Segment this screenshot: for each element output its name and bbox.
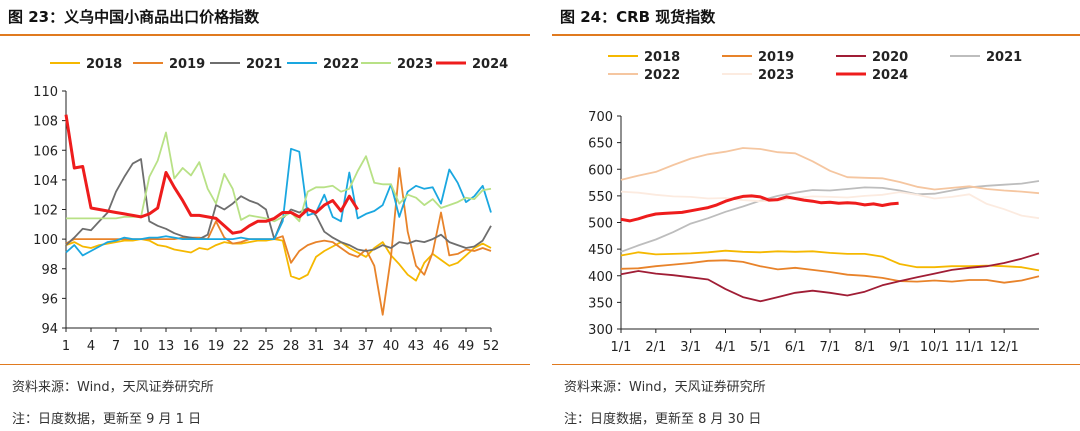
x-tick-label: 8/1 [854, 340, 875, 355]
x-tick-label: 5/1 [750, 340, 771, 355]
y-tick-label: 110 [33, 85, 58, 100]
source-text: 资料来源：Wind，天风证券研究所 [564, 380, 766, 395]
x-tick-label: 6/1 [785, 340, 806, 355]
legend-label-2022: 2022 [323, 57, 359, 72]
legend-label-2018: 2018 [644, 50, 680, 65]
y-tick-label: 104 [33, 174, 58, 189]
figure-23-panel: 图 23：义乌中国小商品出口价格指数 94 96 98 100 102 104 106 108… [0, 0, 530, 431]
x-tick-label: 9/1 [889, 340, 910, 355]
legend-label-2024: 2024 [472, 57, 508, 72]
x-tick-label: 3/1 [680, 340, 701, 355]
x-tick-label: 19 [208, 339, 225, 354]
x-tick-label: 7 [112, 339, 120, 354]
legend-label-2019: 2019 [758, 50, 794, 65]
x-tick-label: 34 [333, 339, 350, 354]
x-tick-label: 31 [308, 339, 325, 354]
legend-label-2024: 2024 [872, 68, 908, 83]
series-line-2018 [65, 238, 492, 282]
series-line-2021 [620, 180, 1040, 253]
crb-spot-index-chart: 300 350 400 450 500 550 600 650 700 1/1 2/1 3/1 4/1 5… [588, 50, 1040, 355]
y-tick-label: 300 [588, 323, 613, 338]
legend-label-2021: 2021 [246, 57, 282, 72]
figure-title: 图 23：义乌中国小商品出口价格指数 [8, 8, 260, 26]
series-line-2022 [65, 147, 492, 257]
legend-label-2023: 2023 [758, 68, 794, 83]
x-tick-label: 4 [87, 339, 95, 354]
series-line-2020 [620, 252, 1040, 303]
title-rule [0, 34, 530, 36]
x-tick-label: 49 [458, 339, 475, 354]
y-tick-label: 450 [588, 243, 613, 258]
x-tick-label: 1/1 [611, 340, 632, 355]
y-tick-label: 500 [588, 217, 613, 232]
footer-rule [0, 364, 530, 365]
y-tick-label: 98 [41, 263, 58, 278]
x-tick-label: 43 [408, 339, 425, 354]
x-tick-label: 1 [62, 339, 70, 354]
y-tick-label: 102 [33, 204, 58, 219]
legend-label-2019: 2019 [169, 57, 205, 72]
figure-24-panel: 图 24：CRB 现货指数 300 350 400 450 500 550 600 650 70… [552, 0, 1080, 431]
x-tick-label: 52 [483, 339, 500, 354]
x-tick-label: 7/1 [820, 340, 841, 355]
note-text: 注：日度数据，更新至 8 月 30 日 [564, 412, 762, 427]
x-tick-label: 10/1 [920, 340, 949, 355]
x-tick-label: 16 [183, 339, 200, 354]
y-tick-label: 96 [41, 292, 58, 307]
y-tick-label: 350 [588, 296, 613, 311]
export-price-index-chart: 94 96 98 100 102 104 106 108 110 1 4 7 10 13 16 19 22 25 2… [33, 57, 508, 354]
x-tick-label: 11/1 [955, 340, 984, 355]
y-tick-label: 108 [33, 115, 58, 130]
x-tick-label: 12/1 [990, 340, 1019, 355]
series-line-2018 [620, 249, 1040, 272]
figure-title: 图 24：CRB 现货指数 [560, 8, 716, 26]
x-tick-label: 40 [383, 339, 400, 354]
legend-label-2021: 2021 [986, 50, 1022, 65]
y-tick-label: 600 [588, 163, 613, 178]
x-tick-label: 13 [158, 339, 175, 354]
series-line-2022 [620, 147, 1040, 195]
y-tick-label: 94 [41, 322, 58, 337]
series-line-2019 [620, 259, 1040, 284]
y-tick-label: 550 [588, 190, 613, 205]
footer-rule [552, 364, 1080, 365]
series-line-2023 [66, 131, 492, 223]
x-tick-label: 2/1 [645, 340, 666, 355]
title-rule [552, 34, 1080, 36]
x-tick-label: 37 [358, 339, 375, 354]
source-text: 资料来源：Wind，天风证券研究所 [12, 380, 214, 395]
x-tick-label: 28 [283, 339, 300, 354]
legend-label-2022: 2022 [644, 68, 680, 83]
y-tick-label: 100 [33, 233, 58, 248]
y-tick-label: 400 [588, 270, 613, 285]
series-line-2024 [620, 194, 899, 223]
y-tick-label: 650 [588, 137, 613, 152]
x-tick-label: 25 [258, 339, 275, 354]
x-tick-label: 4/1 [715, 340, 736, 355]
x-tick-label: 22 [233, 339, 250, 354]
y-tick-label: 106 [33, 144, 58, 159]
y-tick-label: 700 [588, 110, 613, 125]
x-tick-label: 10 [133, 339, 150, 354]
series-line-2023 [620, 190, 1040, 220]
series-line-2024 [64, 114, 359, 235]
legend-label-2023: 2023 [397, 57, 433, 72]
x-tick-label: 46 [433, 339, 450, 354]
note-text: 注：日度数据，更新至 9 月 1 日 [12, 412, 202, 427]
legend-label-2020: 2020 [872, 50, 908, 65]
legend-label-2018: 2018 [86, 57, 122, 72]
